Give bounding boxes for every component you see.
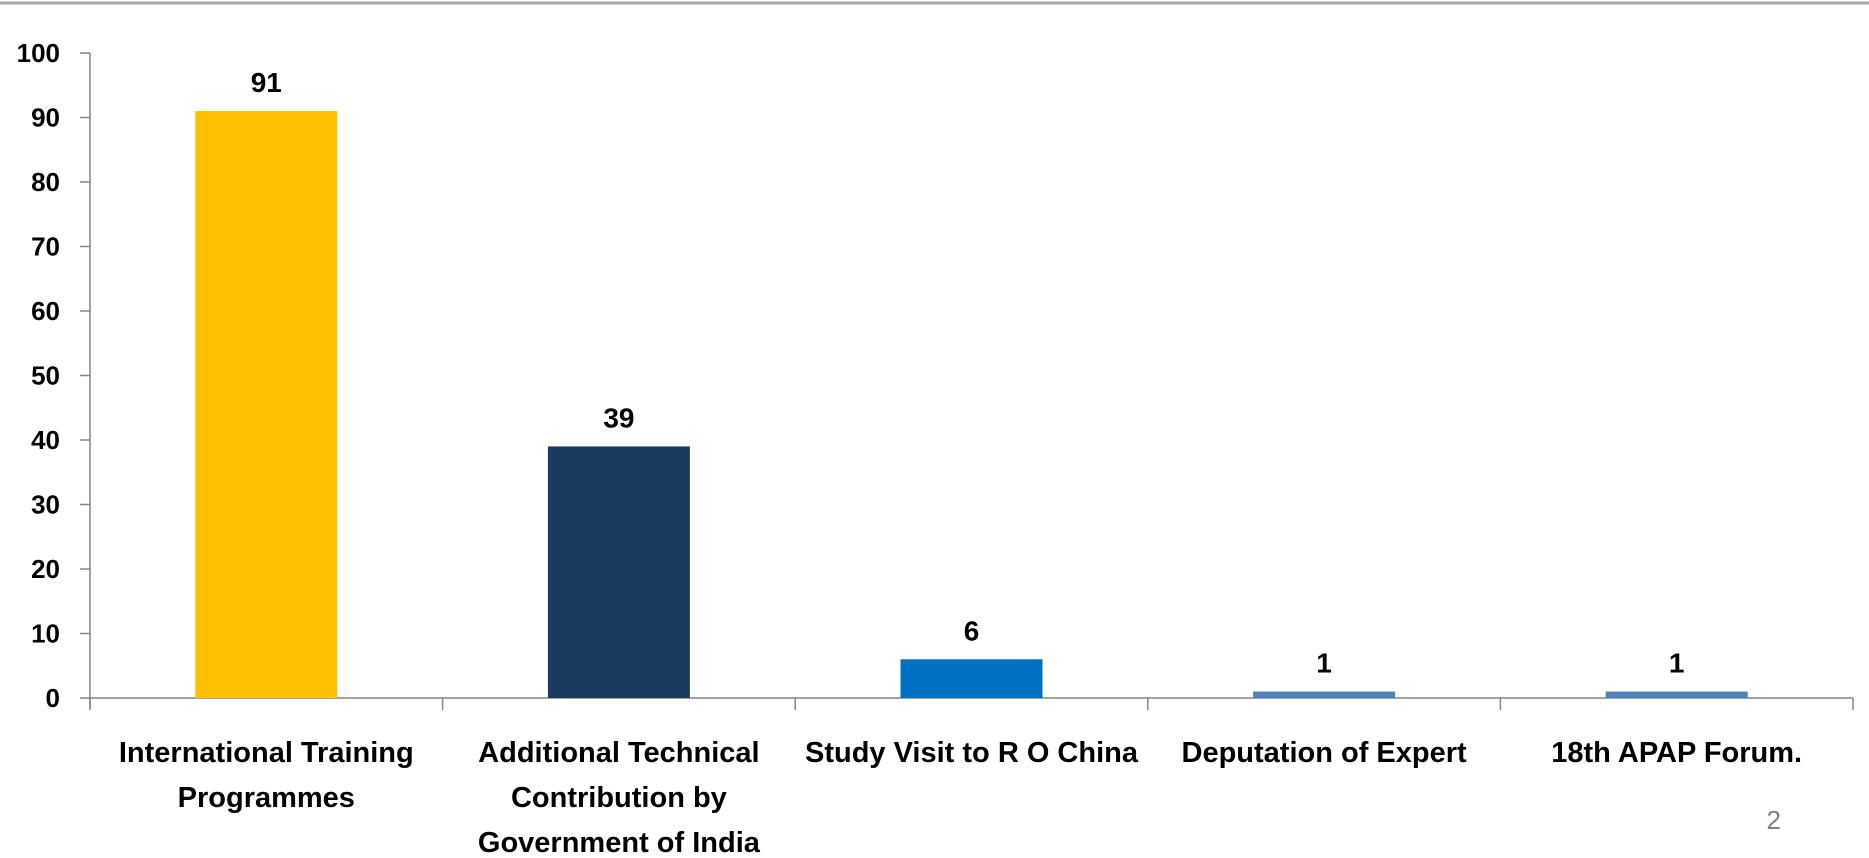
y-tick-label: 40 bbox=[31, 425, 60, 455]
y-tick-label: 20 bbox=[31, 554, 60, 584]
y-tick-label: 30 bbox=[31, 490, 60, 520]
x-category-label: Contribution by bbox=[511, 782, 727, 814]
y-tick-label: 0 bbox=[46, 683, 60, 713]
y-tick-label: 70 bbox=[31, 232, 60, 262]
y-tick-label: 60 bbox=[31, 296, 60, 326]
page-number: 2 bbox=[1766, 805, 1781, 835]
x-category-label: Government of India bbox=[478, 827, 761, 858]
y-tick-label: 100 bbox=[17, 38, 60, 68]
labels: 91 International Training Programmes 39 Addi… bbox=[119, 67, 1802, 858]
data-label: 6 bbox=[964, 615, 980, 646]
x-category-label: Programmes bbox=[178, 782, 355, 814]
data-label: 1 bbox=[1669, 648, 1685, 679]
y-tick-label: 80 bbox=[31, 167, 60, 197]
x-category-label: 18th APAP Forum. bbox=[1551, 737, 1802, 769]
bar bbox=[547, 446, 690, 698]
y-tick-label: 90 bbox=[31, 103, 60, 133]
data-label: 91 bbox=[251, 67, 282, 98]
x-category-label: Deputation of Expert bbox=[1182, 737, 1468, 769]
y-tick-label: 50 bbox=[31, 361, 60, 391]
bar bbox=[900, 659, 1043, 698]
x-category-label: International Training bbox=[119, 737, 414, 769]
data-label: 39 bbox=[603, 402, 634, 433]
x-category-label: Additional Technical bbox=[478, 737, 759, 769]
axes: 0 10 20 30 40 50 60 70 80 90 100 bbox=[17, 38, 1854, 713]
bars bbox=[195, 111, 1748, 699]
bar bbox=[195, 111, 338, 699]
data-label: 1 bbox=[1316, 648, 1332, 679]
bar bbox=[1253, 691, 1396, 698]
bar bbox=[1605, 691, 1748, 698]
x-category-label: Study Visit to R O China bbox=[805, 737, 1139, 769]
y-tick-label: 10 bbox=[31, 619, 60, 649]
